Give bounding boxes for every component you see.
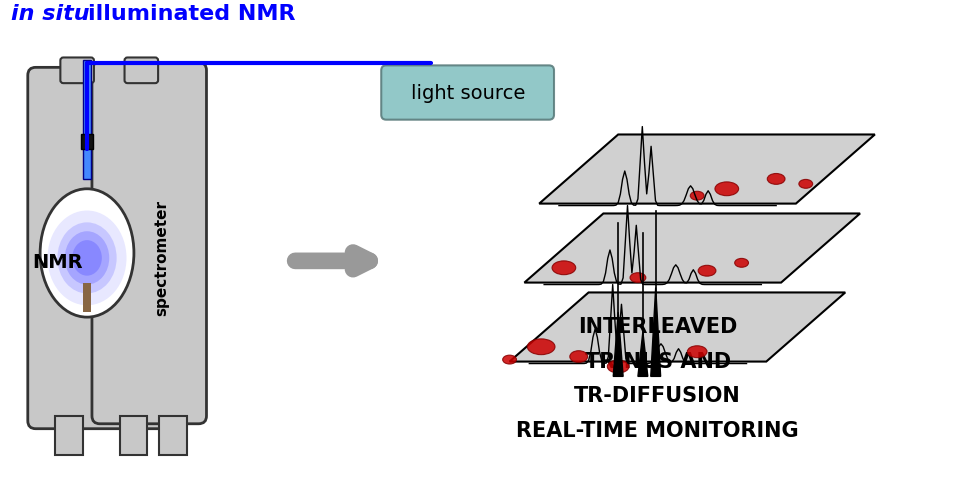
Ellipse shape (72, 240, 102, 276)
Ellipse shape (502, 355, 516, 364)
Ellipse shape (569, 351, 587, 363)
Bar (81, 134, 92, 149)
Ellipse shape (766, 173, 784, 185)
Polygon shape (538, 134, 874, 204)
Ellipse shape (527, 339, 555, 355)
Text: illuminated NMR: illuminated NMR (88, 4, 295, 24)
Ellipse shape (714, 182, 738, 196)
Bar (119, 416, 147, 455)
Ellipse shape (686, 346, 706, 357)
Ellipse shape (40, 189, 133, 317)
Ellipse shape (65, 231, 110, 284)
Ellipse shape (48, 211, 127, 305)
Ellipse shape (698, 265, 715, 276)
Ellipse shape (552, 261, 575, 275)
Ellipse shape (690, 191, 703, 200)
Ellipse shape (798, 179, 812, 188)
Text: spectrometer: spectrometer (154, 200, 170, 316)
Text: NMR: NMR (32, 254, 83, 272)
Text: in situ: in situ (11, 4, 97, 24)
Polygon shape (613, 312, 622, 376)
Polygon shape (650, 287, 659, 376)
Polygon shape (524, 213, 860, 283)
Polygon shape (509, 292, 844, 362)
FancyBboxPatch shape (91, 62, 206, 424)
Bar (83, 60, 91, 179)
Ellipse shape (607, 360, 628, 373)
Polygon shape (638, 332, 647, 376)
Ellipse shape (734, 258, 748, 267)
FancyBboxPatch shape (28, 67, 172, 429)
Bar (83, 283, 91, 312)
FancyBboxPatch shape (125, 57, 158, 83)
Bar (55, 416, 83, 455)
Text: REAL-TIME MONITORING: REAL-TIME MONITORING (516, 421, 799, 440)
FancyBboxPatch shape (60, 57, 93, 83)
FancyBboxPatch shape (381, 65, 554, 120)
Text: TR-DIFFUSION: TR-DIFFUSION (574, 386, 740, 406)
Ellipse shape (57, 222, 116, 294)
Ellipse shape (629, 273, 645, 283)
Text: TR-NUS AND: TR-NUS AND (584, 352, 730, 371)
Text: light source: light source (411, 84, 525, 102)
Bar (159, 416, 187, 455)
Text: INTERLEAVED: INTERLEAVED (578, 317, 737, 337)
FancyArrowPatch shape (294, 253, 370, 269)
